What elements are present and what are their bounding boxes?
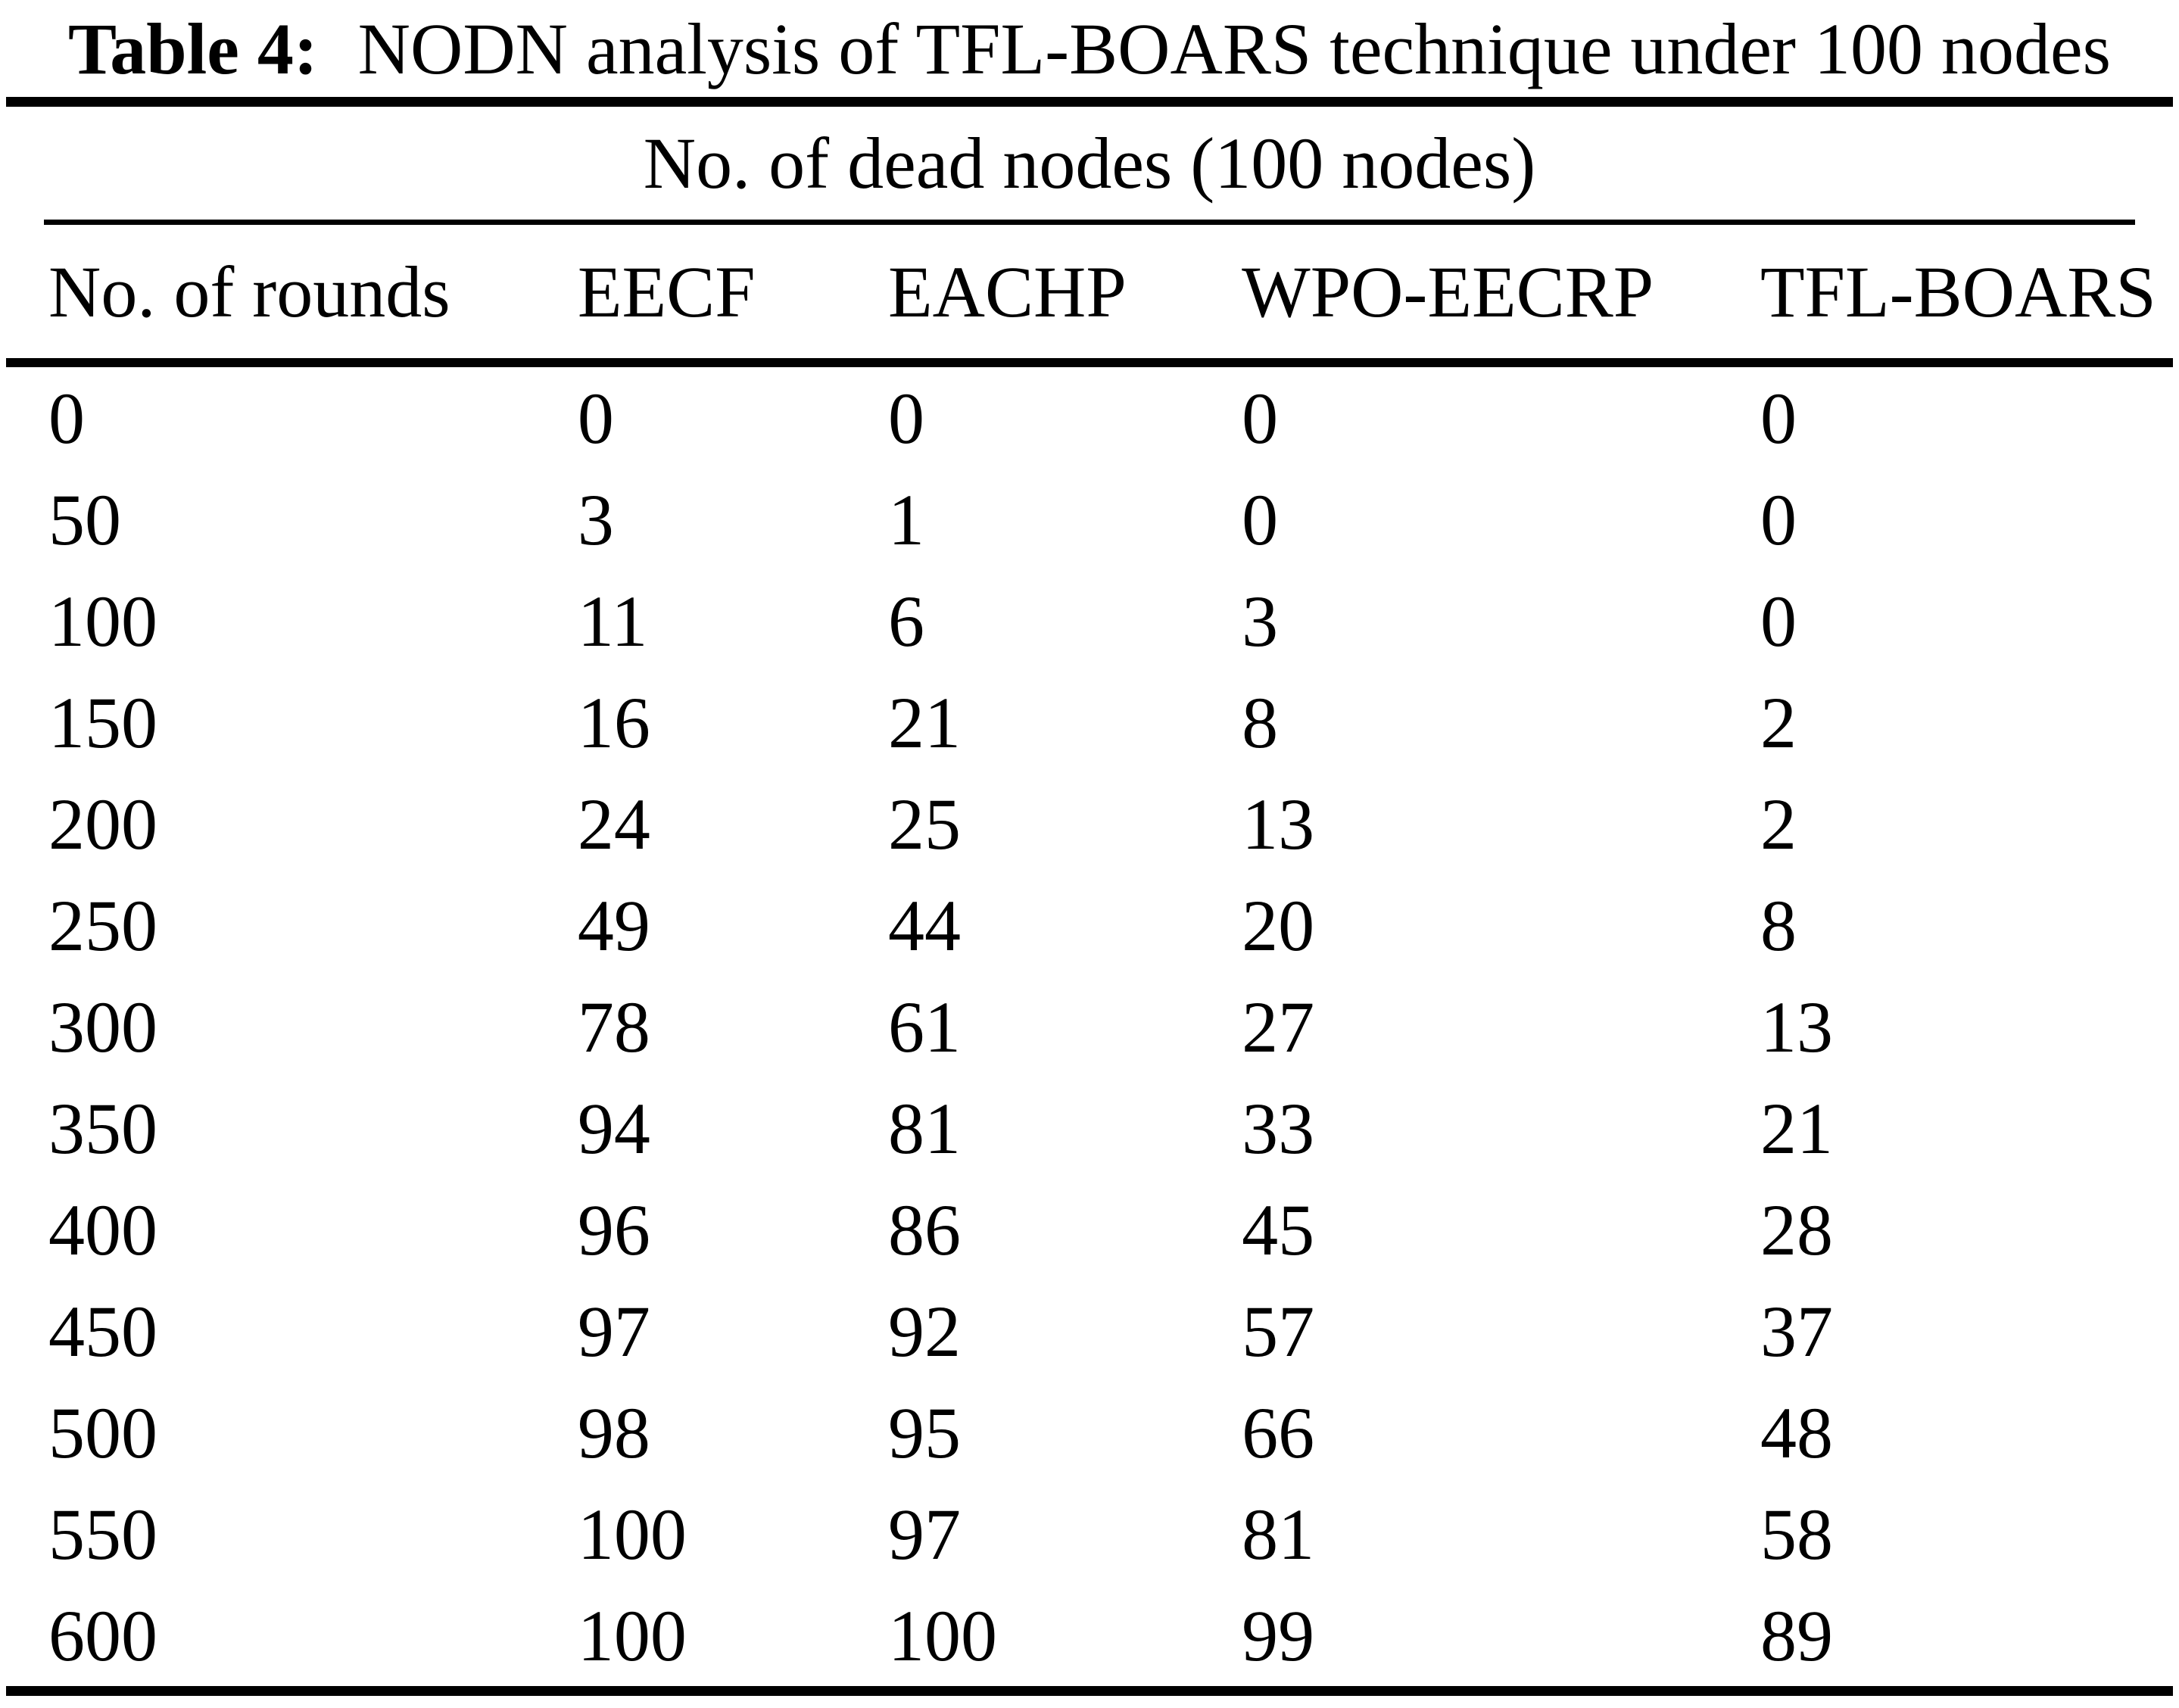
row-label-cell: 50 [48,478,121,560]
row-label-cell: 600 [6,1585,535,1696]
tfl-boars-cell: 8 [1760,884,1797,966]
cmidrule [44,220,2135,225]
tfl-boars-cell: 28 [1760,1189,1833,1270]
eecf-cell: 49 [577,884,650,966]
row-label-cell: 550 [48,1493,157,1575]
table-container: No. of dead nodes (100 nodes) No. of rou… [6,97,2173,1696]
table-caption-label: Table 4: [68,8,318,89]
dead-nodes-table: No. of dead nodes (100 nodes) No. of rou… [6,97,2173,1696]
column-header-row: No. of rounds EECF EACHP WPO-EECRP TFL-B… [6,225,2173,367]
wpo-eecrp-cell: 57 [1242,1290,1315,1372]
row-label-cell: 200 [48,783,157,865]
column-header-eecf: EECF [535,225,846,367]
eachp-cell: 1 [888,478,924,560]
eecf-cell: 24 [577,783,650,865]
table-row: 50 3 1 0 0 [6,469,2173,570]
tfl-boars-cell: 58 [1760,1493,1833,1575]
tfl-boars-cell: 21 [1760,1087,1833,1169]
wpo-eecrp-cell: 27 [1242,986,1315,1068]
wpo-eecrp-cell: 81 [1242,1493,1315,1575]
row-label-cell: 350 [48,1087,157,1169]
table-row: 450 97 92 57 37 [6,1280,2173,1382]
row-label-cell: 100 [48,580,157,662]
table-caption-text: NODN analysis of TFL-BOARS technique und… [357,8,2111,89]
eachp-cell: 61 [888,986,961,1068]
eachp-cell: 0 [888,377,924,459]
table-caption: Table 4: NODN analysis of TFL-BOARS tech… [0,0,2179,97]
span-header: No. of dead nodes (100 nodes) [6,97,2173,220]
table-row: 150 16 21 8 2 [6,672,2173,773]
wpo-eecrp-cell: 66 [1242,1392,1315,1473]
tfl-boars-cell: 2 [1760,783,1797,865]
wpo-eecrp-cell: 0 [1242,377,1279,459]
eachp-cell: 25 [888,783,961,865]
eecf-cell: 3 [577,478,614,560]
tfl-boars-cell: 89 [1717,1585,2173,1696]
table-row: 500 98 95 66 48 [6,1382,2173,1483]
wpo-eecrp-cell: 8 [1242,681,1279,763]
wpo-eecrp-cell: 45 [1242,1189,1315,1270]
row-label-cell: 500 [48,1392,157,1473]
wpo-eecrp-cell: 3 [1242,580,1279,662]
column-header-rounds: No. of rounds [6,225,535,367]
eachp-cell: 81 [888,1087,961,1169]
table-row: 250 49 44 20 8 [6,874,2173,976]
wpo-eecrp-cell: 13 [1242,783,1315,865]
wpo-eecrp-cell: 33 [1242,1087,1315,1169]
row-label-cell: 400 [48,1189,157,1270]
eachp-cell: 44 [888,884,961,966]
wpo-eecrp-cell: 99 [1199,1585,1718,1696]
eecf-cell: 98 [577,1392,650,1473]
tfl-boars-cell: 0 [1760,580,1797,662]
eecf-cell: 100 [535,1585,846,1696]
eecf-cell: 94 [577,1087,650,1169]
eecf-cell: 11 [577,580,648,662]
tfl-boars-cell: 0 [1760,478,1797,560]
eachp-cell: 95 [888,1392,961,1473]
column-header-tfl-boars: TFL-BOARS [1717,225,2173,367]
table-row: 0 0 0 0 0 [6,363,2173,469]
table-row: 550 100 97 81 58 [6,1483,2173,1585]
table-row: 350 94 81 33 21 [6,1077,2173,1179]
column-header-eachp: EACHP [846,225,1200,367]
tfl-boars-cell: 48 [1760,1392,1833,1473]
table-row: 300 78 61 27 13 [6,976,2173,1077]
eachp-cell: 100 [846,1585,1200,1696]
eachp-cell: 86 [888,1189,961,1270]
tfl-boars-cell: 37 [1760,1290,1833,1372]
row-label-cell: 450 [48,1290,157,1372]
tfl-boars-cell: 2 [1760,681,1797,763]
tfl-boars-cell: 13 [1760,986,1833,1068]
row-label-cell: 250 [48,884,157,966]
row-label-cell: 150 [48,681,157,763]
row-label-cell: 0 [48,377,85,459]
table-body: 0 0 0 0 0 50 3 1 0 0 100 11 6 3 0 [6,363,2173,1696]
row-label-cell: 300 [48,986,157,1068]
column-header-wpo-eecrp: WPO-EECRP [1199,225,1718,367]
eecf-cell: 16 [577,681,650,763]
table-row: 600 100 100 99 89 [6,1585,2173,1696]
eecf-cell: 96 [577,1189,650,1270]
table-header: No. of dead nodes (100 nodes) No. of rou… [6,97,2173,367]
eachp-cell: 97 [888,1493,961,1575]
eachp-cell: 6 [888,580,924,662]
wpo-eecrp-cell: 0 [1242,478,1279,560]
table-row: 400 96 86 45 28 [6,1179,2173,1280]
wpo-eecrp-cell: 20 [1242,884,1315,966]
table-row: 200 24 25 13 2 [6,773,2173,874]
table-row: 100 11 6 3 0 [6,570,2173,672]
tfl-boars-cell: 0 [1760,377,1797,459]
eachp-cell: 92 [888,1290,961,1372]
cmidrule-row [6,220,2173,225]
eecf-cell: 97 [577,1290,650,1372]
eecf-cell: 0 [577,377,614,459]
eecf-cell: 100 [577,1493,687,1575]
eachp-cell: 21 [888,681,961,763]
eecf-cell: 78 [577,986,650,1068]
span-header-row: No. of dead nodes (100 nodes) [6,97,2173,220]
